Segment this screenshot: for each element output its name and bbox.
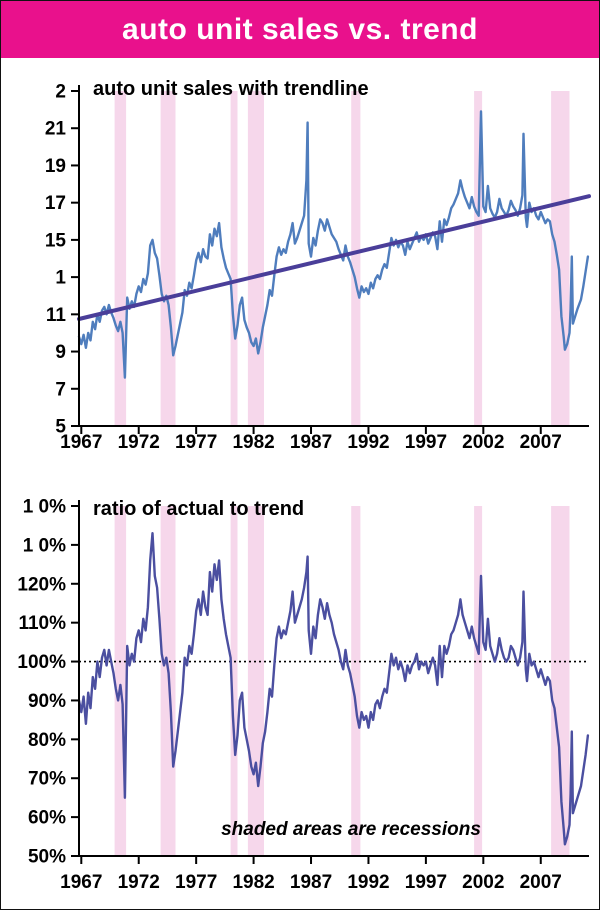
y-tick-label: 1 0% bbox=[23, 497, 66, 518]
x-tick-label: 2002 bbox=[462, 432, 504, 453]
y-tick-label: 110% bbox=[18, 613, 66, 634]
y-tick-label: 100% bbox=[17, 652, 66, 673]
auto-unit-sales-line bbox=[77, 110, 590, 379]
recession-band bbox=[551, 91, 570, 426]
sales-chart: 2 21 19 17 15 1 11 9 7 5 1967 1972 1977 1982 1987 1992 1… bbox=[1, 58, 599, 456]
x-tick-label: 2007 bbox=[520, 432, 562, 453]
recession-band bbox=[230, 506, 238, 856]
y-tick-label: 17 bbox=[45, 193, 66, 214]
y-tick-label: 19 bbox=[45, 156, 66, 177]
y-tick-label: 2 bbox=[55, 82, 66, 103]
y-tick-label: 15 bbox=[45, 230, 67, 251]
y-tick-label: 11 bbox=[46, 305, 67, 326]
x-tick-label: 1982 bbox=[232, 432, 274, 453]
recession-band bbox=[114, 506, 127, 856]
ratio-chart: 1 0% 1 0% 120% 110% 100% 90% 80% 70% 60% 50% 1967 1… bbox=[1, 456, 599, 909]
recession-band bbox=[351, 506, 361, 856]
y-tick-label: 70% bbox=[28, 769, 66, 790]
y-tick-label: 80% bbox=[28, 730, 66, 751]
x-tick-label: 1992 bbox=[347, 872, 389, 893]
recession-band bbox=[247, 91, 264, 426]
y-tick-label: 50% bbox=[28, 847, 66, 868]
sales-chart-title: auto unit sales with trendline bbox=[93, 78, 369, 100]
recession-band bbox=[474, 506, 483, 856]
recession-band bbox=[474, 91, 483, 426]
recession-band bbox=[551, 506, 570, 856]
recession-band bbox=[160, 91, 176, 426]
x-tick-label: 2002 bbox=[462, 872, 504, 893]
recession-band bbox=[351, 91, 361, 426]
title-banner: auto unit sales vs. trend bbox=[1, 1, 599, 58]
x-tick-label: 1967 bbox=[60, 872, 102, 893]
y-tick-label: 5 bbox=[55, 417, 66, 438]
x-tick-label: 1972 bbox=[118, 872, 160, 893]
recession-band bbox=[247, 506, 264, 856]
x-tick-label: 1992 bbox=[347, 432, 389, 453]
recessions-annotation: shaded areas are recessions bbox=[221, 819, 481, 840]
y-tick-label: 90% bbox=[28, 691, 66, 712]
y-tick-label: 120% bbox=[17, 574, 66, 595]
x-tick-label: 1987 bbox=[290, 432, 332, 453]
x-tick-label: 1967 bbox=[60, 432, 102, 453]
x-tick-label: 1972 bbox=[118, 432, 160, 453]
x-tick-label: 2007 bbox=[520, 872, 562, 893]
recession-band bbox=[114, 91, 127, 426]
y-tick-label: 1 bbox=[55, 268, 66, 289]
y-tick-label: 1 0% bbox=[23, 535, 66, 556]
ratio-chart-svg: 1 0% 1 0% 120% 110% 100% 90% 80% 70% 60% 50% 1967 1… bbox=[17, 497, 590, 893]
x-tick-label: 1977 bbox=[175, 432, 217, 453]
x-tick-label: 1997 bbox=[405, 872, 447, 893]
main-title: auto unit sales vs. trend bbox=[122, 12, 478, 46]
recession-band bbox=[230, 91, 238, 426]
x-tick-label: 1982 bbox=[232, 872, 274, 893]
ratio-of-actual-to-trend-line bbox=[77, 531, 590, 846]
ratio-chart-title: ratio of actual to trend bbox=[93, 498, 305, 520]
y-tick-label: 7 bbox=[55, 379, 66, 400]
x-tick-label: 1977 bbox=[175, 872, 217, 893]
y-tick-label: 9 bbox=[55, 342, 66, 363]
trendline-line bbox=[77, 194, 591, 321]
y-tick-label: 21 bbox=[45, 119, 67, 140]
x-tick-label: 1987 bbox=[290, 872, 332, 893]
y-tick-label: 60% bbox=[28, 808, 66, 829]
x-tick-label: 1997 bbox=[405, 432, 447, 453]
